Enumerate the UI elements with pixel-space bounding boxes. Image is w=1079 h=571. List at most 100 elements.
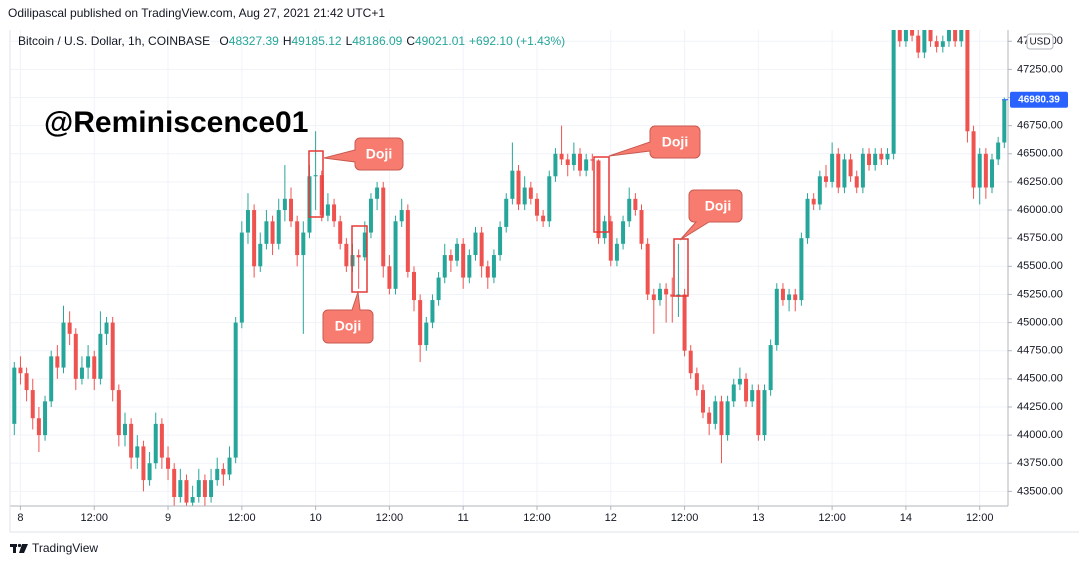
candle-body — [971, 131, 976, 188]
candle-body — [196, 480, 201, 497]
candle-body — [301, 232, 306, 256]
candle-body — [627, 198, 632, 222]
ohlc-value: 49021.01 — [415, 34, 465, 48]
x-tick-label: 12:00 — [671, 512, 699, 524]
candle-body — [159, 423, 164, 458]
candle-body — [996, 142, 1001, 160]
callout — [679, 189, 743, 241]
candle-body — [928, 30, 933, 42]
x-tick-label: 12:00 — [966, 512, 994, 524]
annotation-label: Doji — [705, 198, 731, 214]
candle-body — [129, 423, 134, 458]
candle-body — [787, 294, 792, 301]
candle-body — [793, 294, 798, 301]
candle-body — [719, 401, 724, 436]
candle-body — [522, 187, 527, 205]
callout — [608, 125, 701, 159]
candle-body — [30, 390, 35, 419]
candle-body — [799, 238, 804, 301]
ohlc-label: H — [283, 34, 292, 48]
annotation-box — [351, 225, 368, 293]
candle-body — [946, 30, 951, 42]
candle-body — [744, 378, 749, 402]
candle-body — [565, 159, 570, 166]
candle-body — [184, 480, 189, 503]
candle-body — [313, 175, 318, 177]
y-tick-label: 44000.00 — [1017, 429, 1063, 441]
candle-body — [49, 356, 54, 402]
candle-body — [805, 198, 810, 239]
candle-body — [990, 159, 995, 188]
ohlc-value: 48186.09 — [352, 34, 402, 48]
candle-body — [559, 153, 564, 160]
x-tick-label: 12:00 — [80, 512, 108, 524]
candle-body — [55, 356, 60, 368]
candle-body — [122, 423, 127, 436]
logo-part — [19, 544, 28, 553]
candle-body — [651, 294, 656, 301]
candle-body — [596, 160, 601, 239]
candle-body — [399, 210, 404, 222]
candle-body — [172, 468, 177, 497]
y-tick-label: 46750.00 — [1017, 120, 1063, 132]
candle-body — [436, 277, 441, 301]
candle-body — [731, 384, 736, 402]
candle-body — [510, 170, 515, 199]
candle-body — [1002, 99, 1007, 143]
candle-body — [338, 221, 343, 244]
candle-body — [43, 401, 48, 436]
annotation — [308, 150, 689, 297]
candle-body — [289, 198, 294, 222]
candle-body — [411, 271, 416, 301]
candle-body — [221, 468, 226, 475]
change: +692.10 (+1.43%) — [469, 34, 565, 48]
candle-body — [885, 153, 890, 160]
last-price-label: 46980.39 — [1018, 94, 1060, 105]
candle-body — [448, 255, 453, 261]
candle-body — [473, 232, 478, 256]
y-tick-label: 45750.00 — [1017, 232, 1063, 244]
candle-body — [405, 210, 410, 272]
candle-body — [701, 390, 706, 413]
candle-body — [153, 423, 158, 464]
candle-body — [270, 221, 275, 244]
y-tick-label: 45000.00 — [1017, 316, 1063, 328]
watermark: @Reminiscence01 — [44, 106, 308, 139]
candle-body — [387, 266, 392, 289]
candle-body — [141, 446, 146, 481]
candle-body — [664, 288, 669, 295]
candle-body — [485, 266, 490, 278]
candle-body — [811, 198, 816, 205]
candle-body — [166, 457, 171, 469]
y-tick-label: 46500.00 — [1017, 148, 1063, 160]
candle-body — [633, 198, 638, 211]
candle-body — [92, 356, 97, 379]
annotation-labels: Doji Doji Doji Doji — [335, 134, 731, 334]
candle-body — [116, 390, 121, 436]
candle-body — [916, 35, 921, 53]
candle-body — [756, 390, 761, 436]
candle-body — [24, 373, 29, 391]
candle-body — [110, 322, 115, 391]
candle-body — [541, 215, 546, 222]
candle-body — [860, 153, 865, 188]
callout — [323, 137, 404, 171]
candle-body — [553, 153, 558, 177]
candle-body — [362, 232, 367, 258]
candle-body — [713, 401, 718, 424]
candle-body — [190, 496, 195, 503]
ohlc-value: 48327.39 — [229, 34, 279, 48]
candle-body — [375, 187, 380, 199]
candle-body — [332, 204, 337, 222]
x-tick-label: 12 — [605, 512, 617, 524]
symbol-title: Bitcoin / U.S. Dollar, 1h, COINBASE — [18, 34, 210, 48]
candle-body — [344, 243, 349, 267]
x-tick-label: 11 — [457, 512, 468, 524]
candle-body — [817, 176, 822, 205]
candle-body — [608, 221, 613, 261]
candle-body — [430, 300, 435, 323]
candle-body — [325, 204, 330, 216]
candle-body — [737, 378, 742, 385]
